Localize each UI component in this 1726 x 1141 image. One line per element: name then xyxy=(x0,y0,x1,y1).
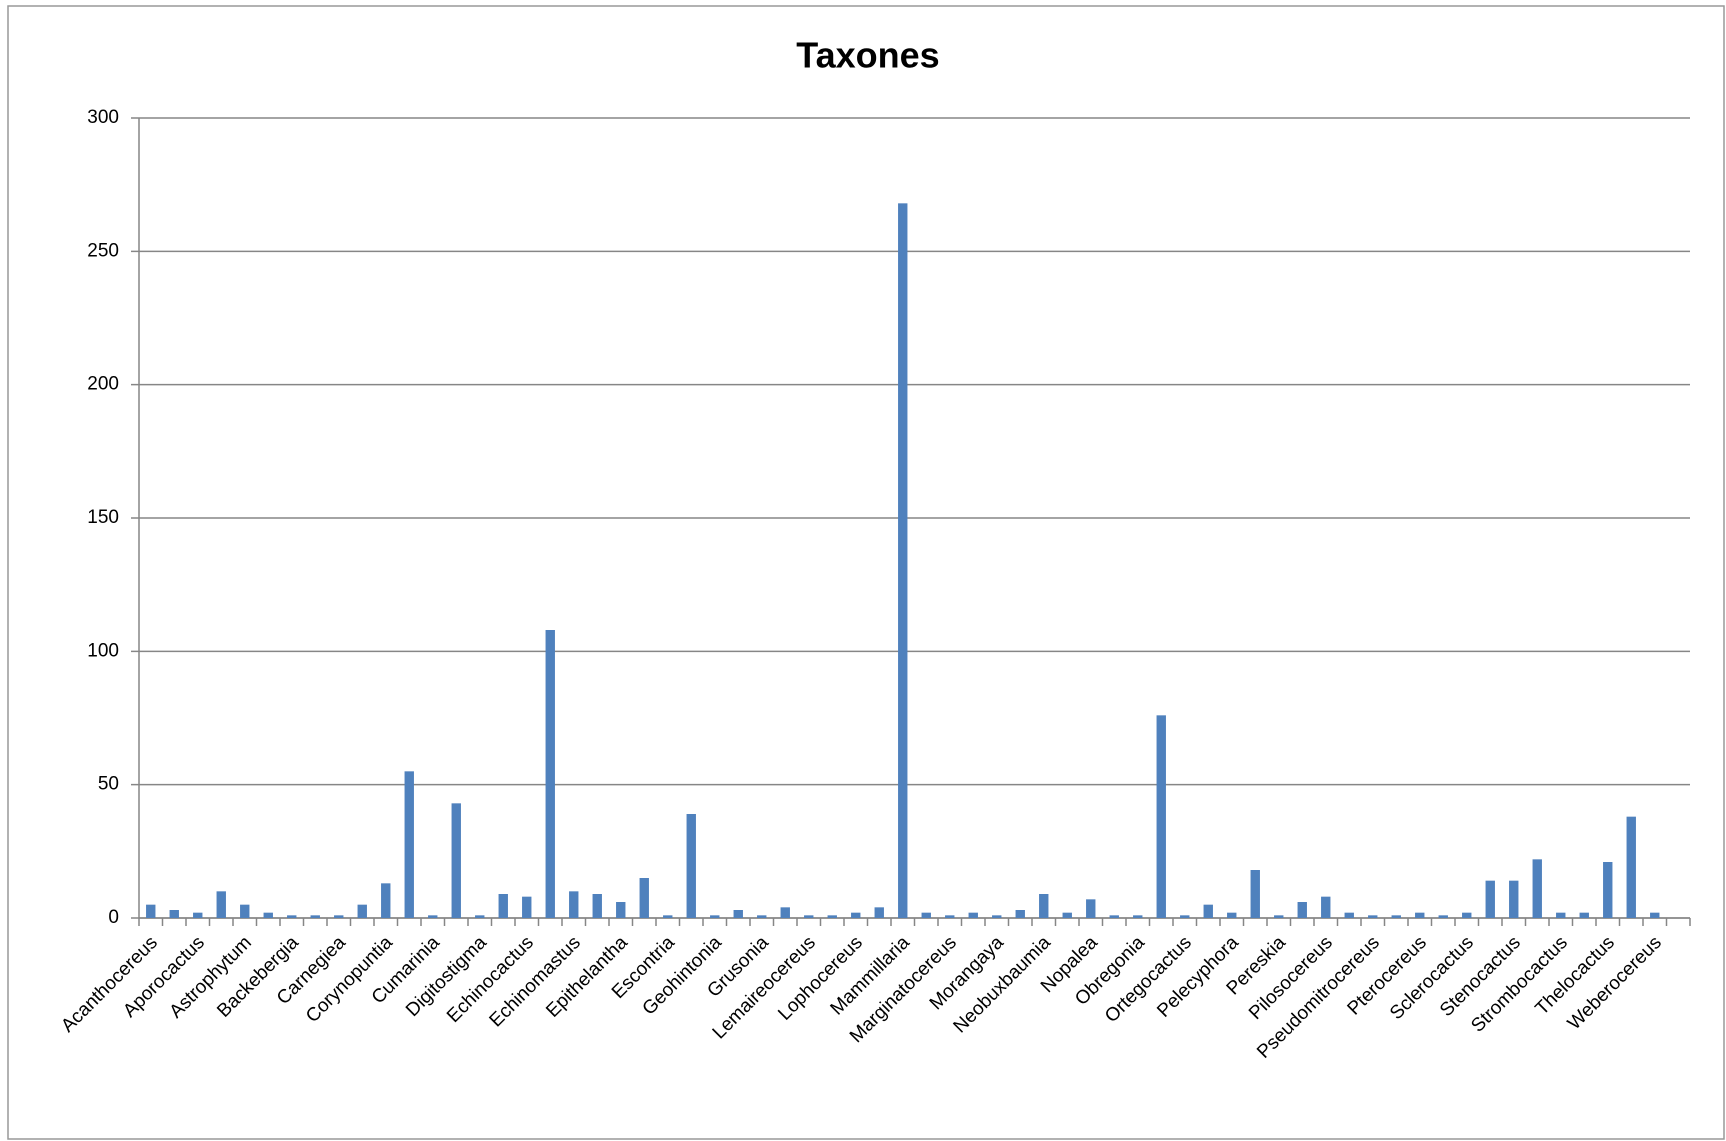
y-tick-label: 50 xyxy=(98,774,119,795)
bar xyxy=(1133,915,1143,918)
chart-border xyxy=(7,5,1725,1140)
bar xyxy=(357,904,367,918)
bar xyxy=(686,814,696,918)
bar xyxy=(310,915,320,918)
bar xyxy=(1274,915,1284,918)
bar xyxy=(169,910,179,918)
bar xyxy=(522,896,532,918)
bar xyxy=(710,915,720,918)
bar xyxy=(1650,912,1660,918)
bar xyxy=(216,891,226,918)
bar xyxy=(1297,902,1307,918)
bar xyxy=(1250,870,1260,918)
bar xyxy=(1109,915,1119,918)
bar xyxy=(851,912,861,918)
bar xyxy=(451,803,461,918)
bar xyxy=(404,771,414,918)
bar xyxy=(193,912,203,918)
bar xyxy=(1626,816,1636,918)
bar xyxy=(992,915,1002,918)
bar xyxy=(428,915,438,918)
bar xyxy=(1227,912,1237,918)
bar xyxy=(1462,912,1472,918)
bar xyxy=(475,915,485,918)
bar xyxy=(921,912,931,918)
bar xyxy=(240,904,250,918)
bar xyxy=(146,904,156,918)
bar xyxy=(1086,899,1096,918)
bar xyxy=(1062,912,1072,918)
bar xyxy=(1603,862,1613,918)
y-tick-label: 200 xyxy=(87,374,119,395)
bar xyxy=(545,630,555,918)
bar xyxy=(381,883,391,918)
bar xyxy=(757,915,767,918)
chart-title: Taxones xyxy=(796,35,939,76)
bar xyxy=(1156,715,1166,918)
y-tick-label: 150 xyxy=(87,507,119,528)
bar xyxy=(1344,912,1354,918)
bar xyxy=(592,894,602,918)
bar xyxy=(874,907,884,918)
bar xyxy=(616,902,626,918)
bar xyxy=(1180,915,1190,918)
bar xyxy=(334,915,344,918)
bar xyxy=(1509,880,1519,918)
bar xyxy=(1485,880,1495,918)
y-tick-label: 0 xyxy=(108,907,119,928)
bar xyxy=(804,915,814,918)
y-tick-label: 300 xyxy=(87,107,119,128)
bar xyxy=(780,907,790,918)
bar xyxy=(1391,915,1401,918)
bar xyxy=(968,912,978,918)
bar xyxy=(263,912,273,918)
bar xyxy=(1368,915,1378,918)
bar xyxy=(663,915,673,918)
bar xyxy=(1532,859,1542,918)
bar xyxy=(498,894,508,918)
bar xyxy=(639,878,649,918)
bar xyxy=(898,203,908,919)
bar xyxy=(1321,896,1331,918)
bar xyxy=(569,891,579,918)
bar xyxy=(1438,915,1448,918)
bar xyxy=(1415,912,1425,918)
bar xyxy=(1203,904,1213,918)
bar xyxy=(945,915,955,918)
bar xyxy=(1039,894,1049,918)
bar xyxy=(827,915,837,918)
bar xyxy=(1579,912,1589,918)
bar xyxy=(733,910,743,918)
y-tick-label: 250 xyxy=(87,240,119,261)
y-tick-label: 100 xyxy=(87,640,119,661)
bar xyxy=(287,915,297,918)
bar xyxy=(1556,912,1566,918)
bar xyxy=(1015,910,1025,918)
